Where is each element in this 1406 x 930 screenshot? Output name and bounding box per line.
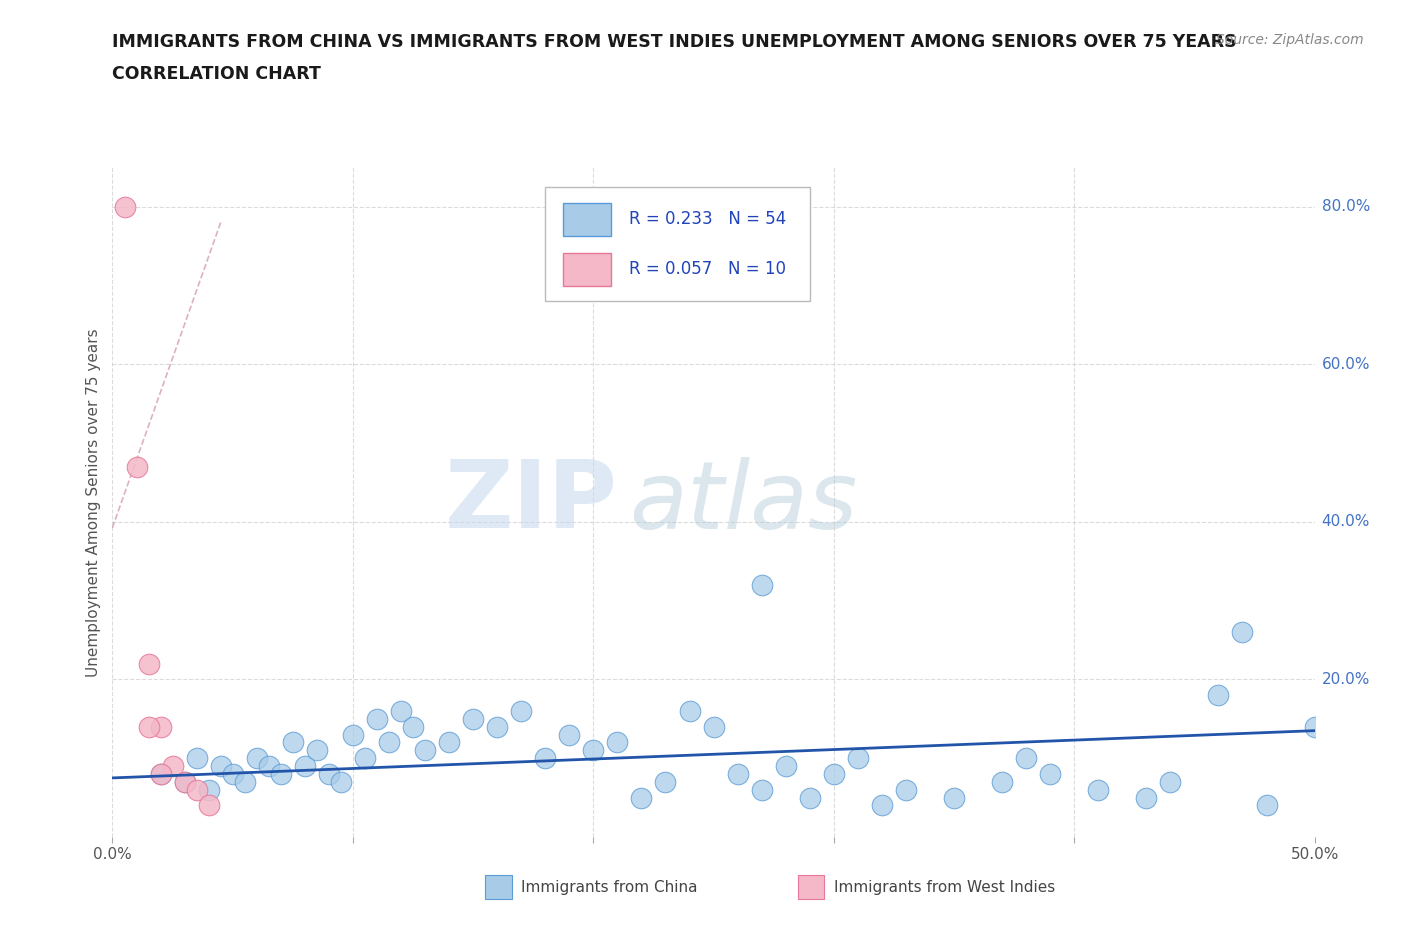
Point <box>389 703 412 718</box>
Point <box>270 766 292 781</box>
Point <box>823 766 845 781</box>
Point <box>305 743 328 758</box>
Text: Source: ZipAtlas.com: Source: ZipAtlas.com <box>1216 33 1364 46</box>
Point <box>209 759 232 774</box>
Point <box>630 790 652 805</box>
Text: Immigrants from China: Immigrants from China <box>522 880 697 895</box>
Bar <box>564 253 612 286</box>
Point <box>751 578 773 592</box>
Point <box>437 735 460 750</box>
Point <box>186 782 208 797</box>
Point <box>461 711 484 726</box>
Point <box>186 751 208 765</box>
Point <box>173 775 195 790</box>
Point <box>894 782 917 797</box>
Point <box>366 711 388 726</box>
Text: R = 0.057   N = 10: R = 0.057 N = 10 <box>630 260 786 278</box>
Bar <box>797 875 824 899</box>
Point <box>1159 775 1181 790</box>
Text: IMMIGRANTS FROM CHINA VS IMMIGRANTS FROM WEST INDIES UNEMPLOYMENT AMONG SENIORS : IMMIGRANTS FROM CHINA VS IMMIGRANTS FROM… <box>112 33 1237 50</box>
Point <box>1039 766 1062 781</box>
Point <box>1303 719 1326 734</box>
Point <box>222 766 245 781</box>
Point <box>702 719 725 734</box>
Point <box>378 735 401 750</box>
Text: CORRELATION CHART: CORRELATION CHART <box>112 65 322 83</box>
Point <box>582 743 605 758</box>
Point <box>149 766 172 781</box>
Point <box>558 727 581 742</box>
Point <box>606 735 628 750</box>
Text: 60.0%: 60.0% <box>1322 357 1369 372</box>
Text: ZIP: ZIP <box>444 457 617 548</box>
Point <box>486 719 509 734</box>
Point <box>751 782 773 797</box>
Point <box>846 751 869 765</box>
Bar <box>564 203 612 236</box>
Text: Immigrants from West Indies: Immigrants from West Indies <box>834 880 1054 895</box>
Point <box>510 703 533 718</box>
Text: 40.0%: 40.0% <box>1322 514 1369 529</box>
Point <box>1015 751 1038 765</box>
Point <box>1232 625 1254 640</box>
Point <box>329 775 352 790</box>
Point <box>402 719 425 734</box>
Point <box>1208 688 1230 703</box>
Point <box>114 199 136 214</box>
Text: 20.0%: 20.0% <box>1322 672 1369 687</box>
Point <box>149 766 172 781</box>
Point <box>727 766 749 781</box>
Point <box>173 775 195 790</box>
Text: R = 0.233   N = 54: R = 0.233 N = 54 <box>630 210 786 229</box>
Point <box>149 719 172 734</box>
Point <box>294 759 316 774</box>
Point <box>534 751 557 765</box>
Point <box>799 790 821 805</box>
Point <box>1135 790 1157 805</box>
Point <box>162 759 184 774</box>
Point <box>197 782 219 797</box>
Point <box>1256 798 1278 813</box>
Point <box>197 798 219 813</box>
Text: 80.0%: 80.0% <box>1322 199 1369 214</box>
Point <box>342 727 364 742</box>
Y-axis label: Unemployment Among Seniors over 75 years: Unemployment Among Seniors over 75 years <box>86 328 101 676</box>
Point <box>138 719 160 734</box>
Point <box>413 743 436 758</box>
Point <box>942 790 965 805</box>
Point <box>246 751 269 765</box>
Point <box>257 759 280 774</box>
Point <box>1087 782 1109 797</box>
Point <box>318 766 340 781</box>
Point <box>678 703 700 718</box>
Text: atlas: atlas <box>630 457 858 548</box>
Point <box>870 798 893 813</box>
Point <box>281 735 304 750</box>
Bar <box>485 875 512 899</box>
FancyBboxPatch shape <box>546 188 810 301</box>
Point <box>991 775 1014 790</box>
Point <box>125 459 148 474</box>
Point <box>233 775 256 790</box>
Point <box>354 751 377 765</box>
Point <box>654 775 676 790</box>
Point <box>138 657 160 671</box>
Point <box>775 759 797 774</box>
